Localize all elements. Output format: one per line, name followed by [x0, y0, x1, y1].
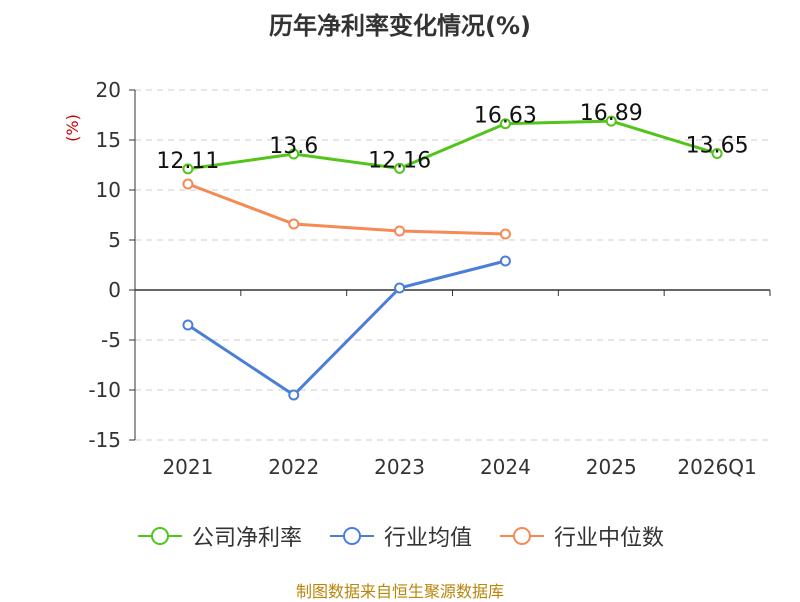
series-line-2 [187, 182, 506, 236]
data-point [499, 255, 511, 267]
data-label: 12.16 [368, 148, 431, 173]
y-tick-label: 20 [96, 78, 121, 102]
y-tick-label: 10 [96, 178, 121, 202]
y-tick-label: 15 [96, 128, 121, 152]
legend-marker-company [137, 527, 182, 545]
x-tick-label: 2026Q1 [677, 455, 756, 479]
data-point [182, 319, 194, 331]
y-tick-label: 5 [108, 228, 121, 252]
data-point [288, 218, 300, 230]
source-note: 制图数据来自恒生聚源数据库 [295, 582, 504, 601]
data-point [394, 282, 406, 294]
data-point [182, 178, 194, 190]
legend-marker-industry-mean [329, 527, 374, 545]
data-label: 16.63 [474, 104, 537, 129]
data-label: 13.65 [686, 134, 749, 159]
y-tick-label: -15 [88, 428, 121, 452]
legend-label-industry-median: 行业中位数 [554, 526, 665, 551]
legend-item-industry-mean[interactable]: 行业均值 [328, 520, 472, 552]
data-point [499, 228, 511, 240]
x-tick-label: 2024 [480, 455, 531, 479]
data-point [288, 389, 300, 401]
legend-item-industry-median[interactable]: 行业中位数 [498, 520, 664, 552]
data-label: 12.11 [156, 149, 219, 174]
legend-label-industry-mean: 行业均值 [383, 526, 472, 551]
x-tick-label: 2025 [586, 455, 637, 479]
data-point [499, 118, 511, 130]
data-point [182, 163, 194, 175]
series-line-0 [187, 119, 718, 171]
data-point [288, 148, 300, 160]
legend: 公司净利率 行业均值 行业中位数 [0, 520, 800, 552]
legend-marker-industry-median [500, 527, 544, 545]
x-tick-label: 2022 [268, 455, 319, 479]
data-point [394, 225, 406, 237]
chart-title: 历年净利率变化情况(%) [269, 12, 531, 40]
data-label: 13.6 [269, 134, 318, 159]
data-point [711, 148, 723, 159]
legend-item-company[interactable]: 公司净利率 [136, 520, 302, 552]
y-axis-label: (%) [63, 114, 82, 142]
x-tick-label: 2023 [374, 455, 425, 479]
data-point [394, 162, 406, 174]
series-line-1 [187, 259, 506, 397]
data-point [605, 115, 617, 127]
y-tick-label: -5 [101, 328, 121, 352]
x-tick-label: 2021 [162, 455, 213, 479]
data-label: 16.89 [580, 101, 643, 126]
y-tick-label: 0 [108, 278, 121, 302]
legend-label-company: 公司净利率 [191, 526, 302, 551]
y-tick-label: -10 [88, 378, 121, 402]
